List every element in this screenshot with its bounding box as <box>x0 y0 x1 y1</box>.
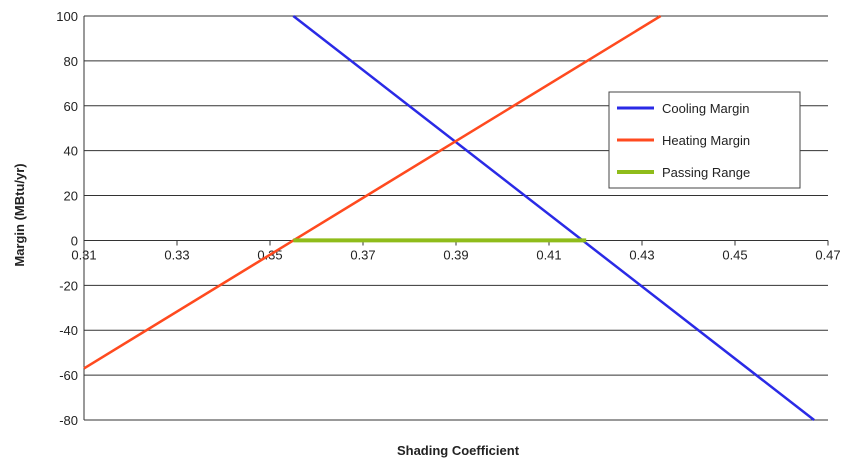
legend-label-cooling: Cooling Margin <box>662 101 749 116</box>
y-tick-label: 80 <box>64 54 78 69</box>
x-tick-label: 0.31 <box>71 247 96 262</box>
x-tick-label: 0.33 <box>164 247 189 262</box>
legend: Cooling Margin Heating Margin Passing Ra… <box>608 91 801 189</box>
x-tick-label: 0.39 <box>443 247 468 262</box>
y-axis-title: Margin (MBtu/yr) <box>12 163 27 266</box>
legend-label-passing: Passing Range <box>662 165 750 180</box>
y-tick-label: -60 <box>59 368 78 383</box>
series-line-cooling-margin <box>292 15 815 421</box>
x-axis-title: Shading Coefficient <box>397 443 520 458</box>
x-tick-label: 0.45 <box>722 247 747 262</box>
x-tick-label: 0.41 <box>536 247 561 262</box>
y-tick-label: -40 <box>59 323 78 338</box>
x-tick-label: 0.47 <box>815 247 840 262</box>
series-line-heating-margin <box>83 14 662 370</box>
x-tick-label: 0.43 <box>629 247 654 262</box>
y-tick-label: -80 <box>59 413 78 428</box>
y-tick-label: 0 <box>71 233 78 248</box>
series-lines <box>83 14 815 421</box>
legend-label-heating: Heating Margin <box>662 133 750 148</box>
x-tick-label: 0.37 <box>350 247 375 262</box>
y-tick-label: 20 <box>64 189 78 204</box>
y-tick-label: -20 <box>59 278 78 293</box>
y-tick-label: 100 <box>56 9 78 24</box>
gridlines <box>83 15 829 421</box>
y-tick-label: 60 <box>64 99 78 114</box>
y-tick-label: 40 <box>64 144 78 159</box>
